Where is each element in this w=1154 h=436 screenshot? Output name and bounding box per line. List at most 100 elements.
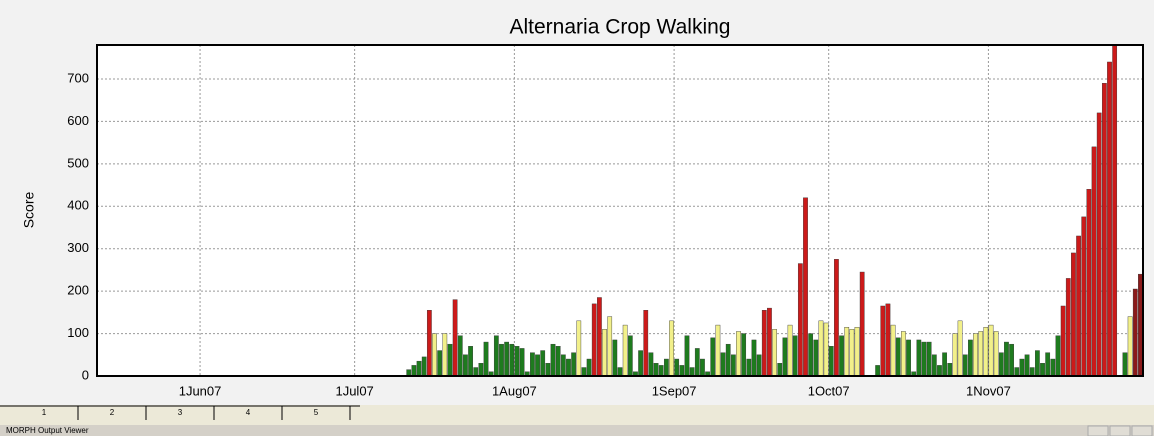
bar [890, 324, 896, 377]
bar [803, 197, 808, 377]
chart-title: Alternaria Crop Walking [510, 16, 731, 39]
bar [782, 337, 788, 377]
bar [514, 346, 520, 377]
bar [741, 333, 747, 377]
bar [452, 299, 458, 377]
y-tick-label: 600 [67, 113, 89, 128]
bar [751, 339, 757, 377]
bar [1086, 189, 1092, 377]
bar [988, 324, 994, 377]
tab[interactable]: 4 [246, 408, 251, 417]
tab[interactable]: 3 [178, 408, 183, 417]
bar [746, 358, 752, 377]
bar [1065, 278, 1071, 377]
bar [535, 354, 540, 377]
bar [566, 358, 571, 377]
bar [844, 326, 850, 377]
bar [834, 259, 839, 377]
bar [792, 335, 798, 377]
bar [1060, 305, 1066, 377]
status-pane [1087, 425, 1109, 436]
bar [540, 350, 546, 377]
bar [1091, 146, 1097, 377]
bar [1076, 235, 1081, 377]
bar [669, 320, 674, 377]
bar [973, 333, 978, 377]
bar [612, 339, 618, 377]
bar [880, 305, 886, 377]
bar [926, 341, 932, 377]
bar [664, 358, 669, 377]
bar [901, 331, 906, 377]
bar [627, 335, 633, 377]
bar [478, 363, 484, 377]
y-axis-label: Score [21, 192, 37, 229]
bar [1004, 341, 1009, 377]
bar [576, 320, 582, 377]
bar [823, 322, 829, 377]
bar [772, 329, 777, 377]
bar [504, 341, 510, 377]
y-tick-label: 700 [67, 70, 89, 85]
bar [942, 352, 947, 377]
bar [839, 335, 844, 377]
bar [426, 310, 432, 377]
bar [622, 324, 628, 377]
bar [509, 343, 515, 377]
bar [787, 324, 793, 377]
bar [957, 320, 963, 377]
bar [968, 339, 973, 377]
bar [607, 316, 613, 377]
bar [550, 343, 556, 377]
bar [684, 335, 690, 377]
bar [421, 356, 427, 377]
bar [473, 367, 479, 377]
bar [545, 363, 551, 377]
tab-strip [0, 405, 1154, 425]
bar [1122, 352, 1128, 377]
bar [1029, 367, 1035, 377]
bar [581, 367, 587, 377]
bar [432, 333, 437, 377]
bar [736, 331, 741, 377]
bar [906, 339, 911, 377]
bar [530, 352, 535, 377]
plot-area [97, 45, 1143, 376]
bar [447, 343, 453, 377]
bar [1014, 367, 1020, 377]
tab[interactable]: 1 [42, 408, 47, 417]
bar [1107, 61, 1112, 377]
bar [519, 348, 525, 377]
bar [1127, 316, 1133, 377]
bar [818, 320, 824, 377]
bar [437, 350, 443, 377]
x-tick-label: 1Nov07 [966, 383, 1011, 398]
bar [921, 341, 927, 377]
bar [416, 360, 422, 377]
bar [1045, 352, 1051, 377]
bar [859, 271, 865, 377]
tab[interactable]: 2 [110, 408, 115, 417]
bar [648, 352, 654, 377]
bar [710, 337, 716, 377]
bar [1024, 354, 1030, 377]
bar [854, 326, 860, 377]
bar [978, 331, 984, 377]
bar [457, 335, 463, 377]
bar [849, 329, 855, 377]
bar [674, 358, 680, 377]
bar [720, 352, 726, 377]
tab[interactable]: 5 [314, 408, 319, 417]
status-bar [0, 425, 1154, 436]
bar [777, 363, 783, 377]
bar [442, 333, 448, 377]
bar [962, 354, 968, 377]
bar [761, 310, 767, 377]
bar [617, 367, 623, 377]
bar [797, 263, 803, 377]
bar [1055, 335, 1061, 377]
bar [468, 346, 473, 377]
bar [983, 326, 989, 377]
